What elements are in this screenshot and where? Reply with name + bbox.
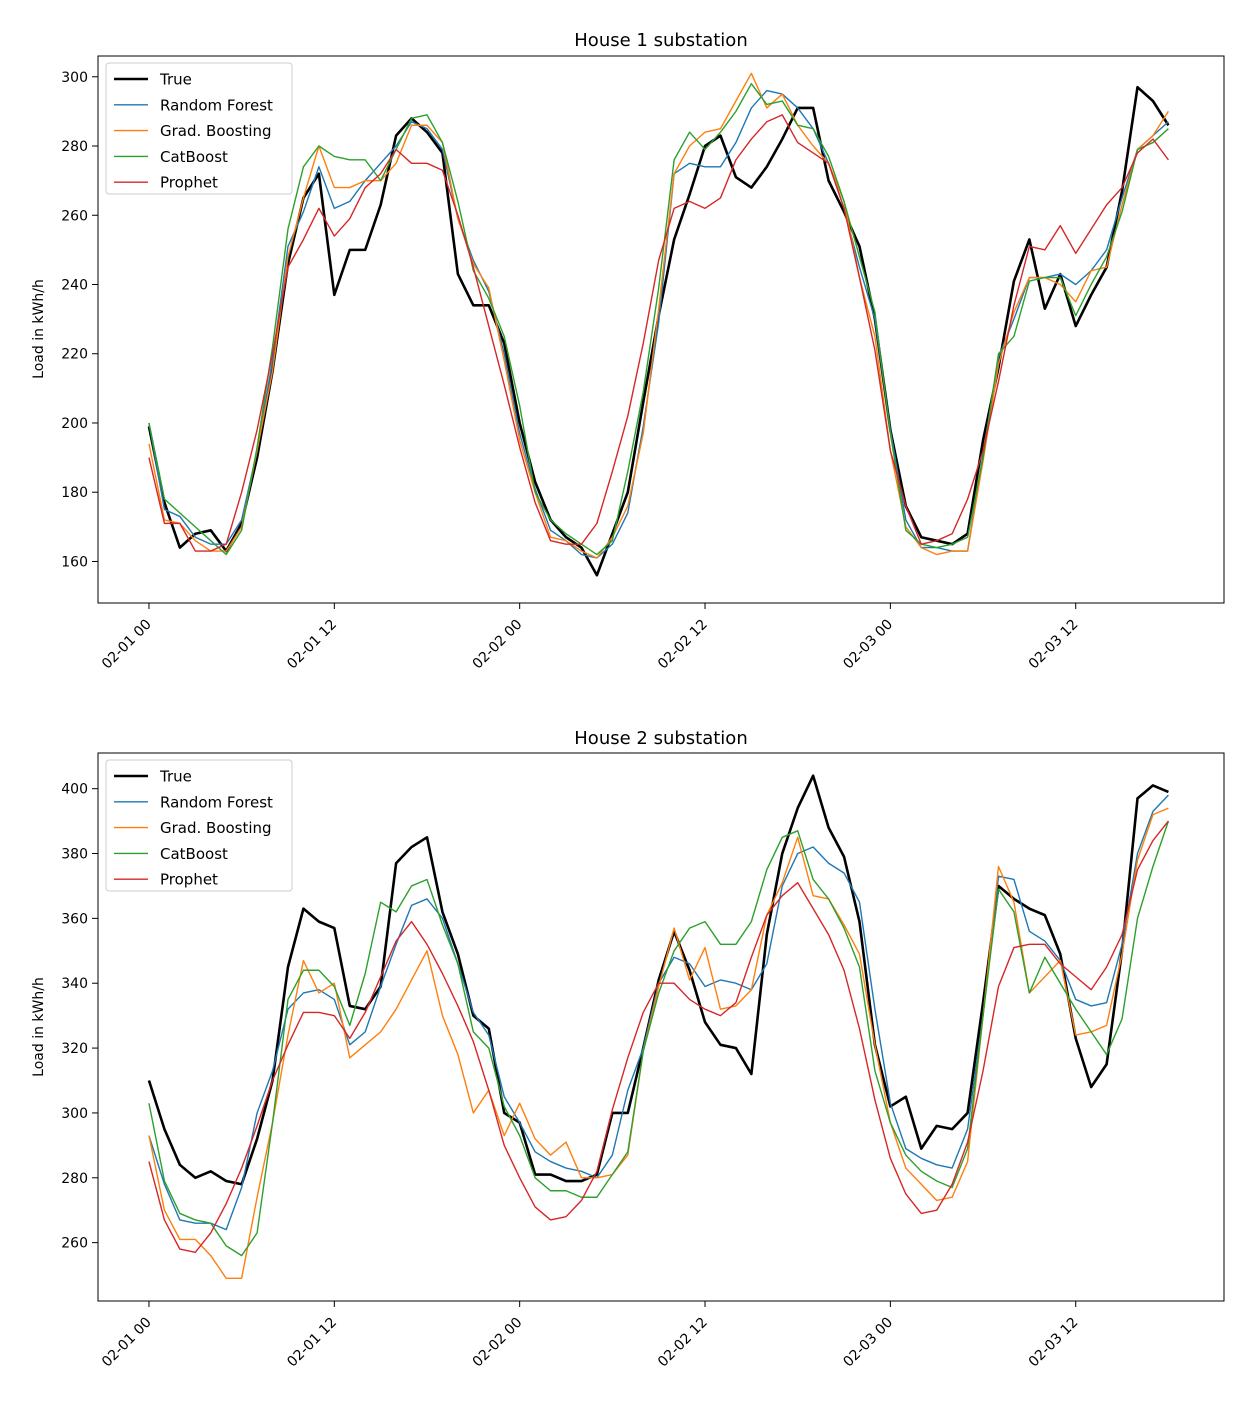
legend: True Random Forest Grad. Boosting CatBoost P… — [105, 62, 293, 195]
series-line-prophet — [148, 820, 1169, 1254]
legend-label-catboost: CatBoost — [160, 845, 228, 863]
y-axis-label: Load in kWh/h — [31, 977, 47, 1077]
chart-title: House 1 substation — [574, 30, 747, 51]
chart-title: House 2 substation — [574, 728, 747, 749]
series-line-random-forest — [148, 89, 1169, 559]
legend-box — [105, 759, 293, 892]
plot-area-frame — [97, 752, 1225, 1302]
series-line-grad-boosting — [148, 807, 1169, 1280]
y-tick-label: 280 — [61, 139, 88, 155]
y-tick-label: 220 — [61, 347, 88, 363]
legend-label-true: True — [159, 71, 192, 89]
x-tick-label: 02-03 00 — [840, 1315, 896, 1371]
y-tick-label: 280 — [61, 1171, 88, 1187]
x-tick-label: 02-03 12 — [1026, 617, 1082, 673]
x-tick-label: 02-01 12 — [284, 617, 340, 673]
legend-box — [105, 62, 293, 195]
x-tick-label: 02-01 00 — [99, 617, 155, 673]
x-tick-label: 02-01 00 — [99, 1315, 155, 1371]
x-tick-label: 02-02 12 — [655, 1315, 711, 1371]
y-tick-label: 260 — [61, 1236, 88, 1252]
series-line-catboost — [148, 820, 1170, 1257]
x-tick-label: 02-03 12 — [1026, 1315, 1082, 1371]
y-tick-label: 180 — [61, 485, 88, 501]
x-tick-label: 02-02 00 — [470, 1315, 526, 1371]
legend-label-grad-boosting: Grad. Boosting — [160, 819, 272, 837]
series-line-catboost — [148, 82, 1169, 556]
plot-area-frame — [97, 55, 1225, 604]
legend-label-grad-boosting: Grad. Boosting — [160, 122, 272, 140]
series-line-random-forest — [148, 794, 1169, 1231]
y-axis-label: Load in kWh/h — [31, 279, 47, 379]
x-tick-label: 02-02 12 — [655, 617, 711, 673]
legend: True Random Forest Grad. Boosting CatBoost P… — [105, 759, 293, 892]
series-line-true — [147, 774, 1169, 1186]
legend-label-prophet: Prophet — [160, 174, 218, 192]
y-tick-label: 300 — [61, 70, 88, 86]
x-tick-label: 02-01 12 — [284, 1315, 340, 1371]
x-tick-label: 02-03 00 — [840, 617, 896, 673]
y-tick-label: 300 — [61, 1106, 88, 1122]
y-tick-label: 240 — [61, 277, 88, 293]
y-tick-label: 360 — [61, 911, 88, 927]
y-tick-label: 340 — [61, 976, 88, 992]
y-tick-label: 320 — [61, 1041, 88, 1057]
legend-label-random-forest: Random Forest — [160, 96, 273, 114]
legend-label-random-forest: Random Forest — [160, 793, 273, 811]
series-line-prophet — [148, 114, 1169, 552]
y-tick-label: 380 — [61, 847, 88, 863]
chart-house-2: House 2 substation Load in kWh/h 260 280 3… — [31, 728, 1225, 1371]
y-tick-label: 400 — [61, 782, 88, 798]
x-tick-label: 02-02 00 — [470, 617, 526, 673]
chart-house-1: House 1 substation Load in kWh/h 160 180 2… — [31, 30, 1225, 673]
legend-label-true: True — [159, 768, 192, 786]
y-tick-label: 260 — [61, 208, 88, 224]
legend-label-catboost: CatBoost — [160, 148, 228, 166]
y-tick-label: 160 — [61, 554, 88, 570]
y-tick-label: 200 — [61, 416, 88, 432]
legend-label-prophet: Prophet — [160, 871, 218, 889]
